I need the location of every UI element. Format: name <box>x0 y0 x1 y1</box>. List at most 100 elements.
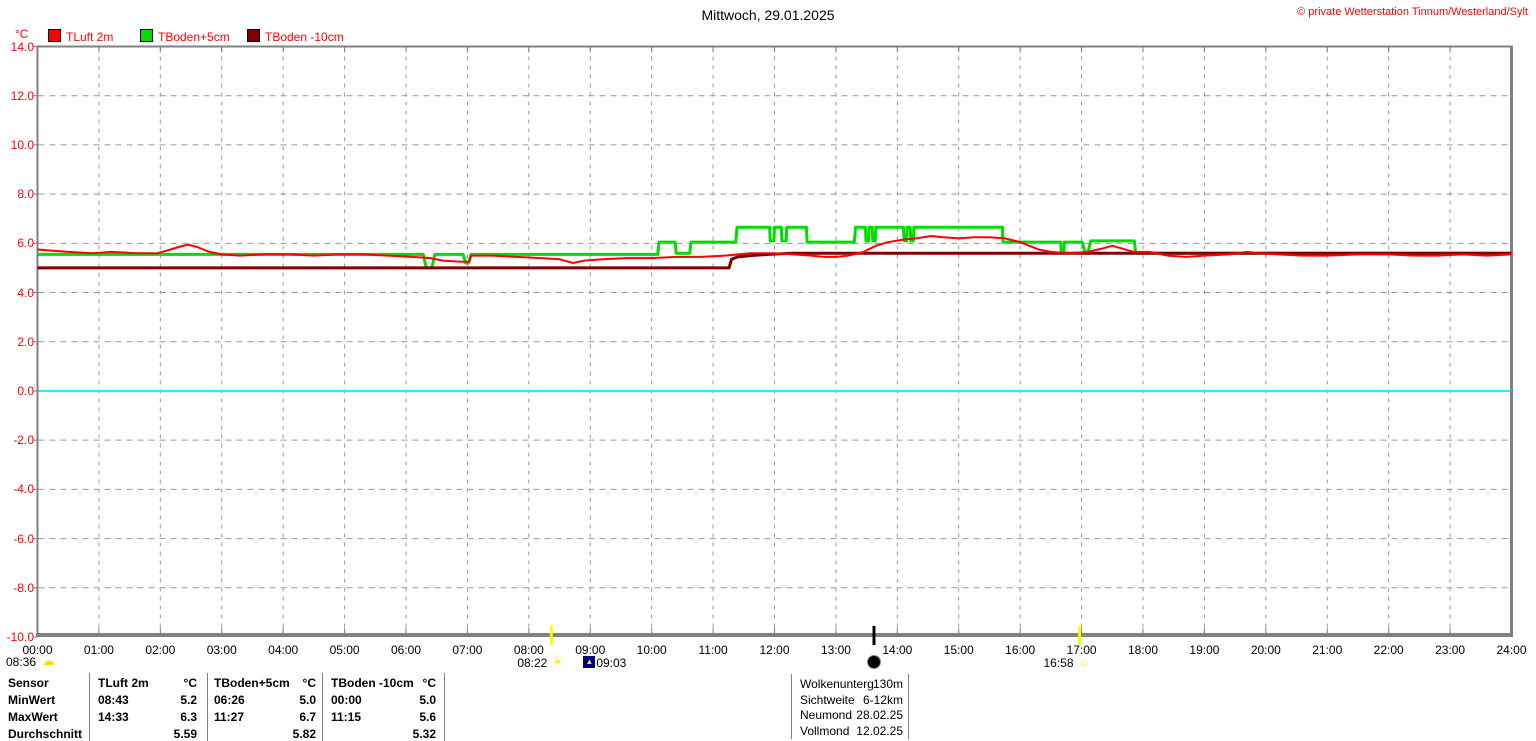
stats-row-header: MinWert <box>8 693 56 707</box>
stats-sensor-unit: °C <box>302 676 316 690</box>
x-tick-label: 11:00 <box>698 643 728 657</box>
stats-max-time: 11:27 <box>214 710 245 724</box>
sunset-time-label: 16:58 <box>1043 656 1074 670</box>
y-tick-label: -10.0 <box>6 630 34 644</box>
x-tick-label: 04:00 <box>268 643 299 657</box>
legend-item-tboden5: TBoden+5cm <box>140 29 230 44</box>
x-tick-label: 22:00 <box>1373 643 1404 657</box>
series-tboden+5cm <box>37 225 1512 270</box>
stats-row-header: MaxWert <box>8 710 58 724</box>
cloud-icon: ☁ <box>42 653 55 668</box>
x-tick-label: 00:00 <box>22 643 53 657</box>
x-tick-label: 05:00 <box>329 643 360 657</box>
x-tick-label: 19:00 <box>1189 643 1220 657</box>
stats-max-value: 6.7 <box>299 710 316 724</box>
x-tick-label: 03:00 <box>206 643 237 657</box>
stats-row-header: Sensor <box>8 676 49 690</box>
y-tick-label: -6.0 <box>13 531 34 546</box>
stats-column-divider <box>444 673 445 741</box>
x-tick-label: 16:00 <box>1005 643 1036 657</box>
x-tick-label: 20:00 <box>1250 643 1281 657</box>
moonrise-time-label: 09:03 <box>596 656 627 670</box>
stats-max-time: 14:33 <box>98 710 129 724</box>
legend-label-tboden10: TBoden -10cm <box>265 30 344 44</box>
x-tick-label: 06:00 <box>390 643 422 657</box>
x-tick-label: 09:00 <box>575 643 606 657</box>
sun-icon: ☀ <box>552 655 564 669</box>
info-value: 6-12km <box>862 692 903 707</box>
stats-sensor-name: TLuft 2m <box>98 676 149 690</box>
stats-max-value: 6.3 <box>180 710 197 724</box>
x-tick-label: 10:00 <box>636 643 667 657</box>
series-tluft-2m <box>37 235 1512 264</box>
y-tick-label: 10.0 <box>10 137 34 152</box>
copyright-text: © private Wetterstation Tinnum/Westerlan… <box>1297 6 1528 18</box>
x-tick-label: 02:00 <box>145 643 176 657</box>
page-title: Mittwoch, 29.01.2025 <box>701 7 835 23</box>
stats-row-header: Durchschnitt <box>8 727 83 741</box>
legend-item-tboden10: TBoden -10cm <box>247 29 344 44</box>
legend-item-tluft: TLuft 2m <box>48 29 114 44</box>
y-tick-label: 0.0 <box>17 383 34 398</box>
stats-sensor-unit: °C <box>422 676 436 690</box>
y-tick-label: 6.0 <box>17 236 34 251</box>
stats-sensor-name: TBoden+5cm <box>214 676 290 690</box>
stats-sensor-unit: °C <box>183 676 197 690</box>
tboden5-swatch-icon <box>140 29 153 42</box>
y-tick-label: 4.0 <box>17 285 34 300</box>
info-label: Wolkenunterg <box>800 677 874 691</box>
stats-sensor-name: TBoden -10cm <box>331 676 414 690</box>
stats-min-value: 5.0 <box>419 693 436 707</box>
x-tick-label: 14:00 <box>882 643 913 657</box>
info-value: 12.02.25 <box>856 723 903 738</box>
info-label: Vollmond <box>800 723 850 738</box>
y-tick-label: 2.0 <box>17 334 34 349</box>
stats-min-time: 08:43 <box>98 693 129 707</box>
sunset-icon: ☼ <box>1078 654 1091 669</box>
new-moon-icon <box>866 655 881 669</box>
stats-max-time: 11:15 <box>331 710 362 724</box>
y-tick-label: 14.0 <box>10 39 34 54</box>
x-tick-label: 12:00 <box>759 643 790 657</box>
dawn-time-label: 08:36 <box>6 655 37 669</box>
x-tick-label: 15:00 <box>943 643 974 657</box>
stats-min-time: 06:26 <box>214 693 245 707</box>
y-tick-label: 12.0 <box>10 88 34 103</box>
moonrise-icon: ▲ <box>583 656 596 668</box>
stats-min-value: 5.2 <box>180 693 197 707</box>
tboden10-swatch-icon <box>247 29 260 42</box>
x-tick-label: 17:00 <box>1066 643 1097 657</box>
y-tick-label: -2.0 <box>13 433 34 448</box>
stats-column-divider <box>322 673 323 741</box>
x-tick-label: 13:00 <box>820 643 851 657</box>
info-label: Neumond <box>800 708 853 722</box>
tluft-swatch-icon <box>48 29 61 42</box>
info-value: 28.02.25 <box>856 708 903 722</box>
stats-min-value: 5.0 <box>299 693 316 707</box>
sunrise-time-label: 08:22 <box>517 656 548 670</box>
stats-column-divider <box>89 673 90 741</box>
stats-min-time: 00:00 <box>331 693 362 707</box>
y-tick-label: -4.0 <box>13 482 34 497</box>
y-tick-label: -8.0 <box>13 580 34 595</box>
x-tick-label: 01:00 <box>83 643 114 657</box>
info-label: Sichtweite <box>800 692 855 707</box>
stats-avg-value: 5.32 <box>412 727 436 741</box>
stats-avg-value: 5.82 <box>292 727 316 741</box>
x-tick-label: 21:00 <box>1312 643 1343 657</box>
stats-max-value: 5.6 <box>419 710 436 724</box>
y-tick-label: 8.0 <box>17 187 34 202</box>
x-tick-label: 18:00 <box>1127 643 1159 657</box>
x-tick-label: 07:00 <box>452 643 483 657</box>
stats-avg-value: 5.59 <box>173 727 197 741</box>
y-axis-unit-label: °C <box>15 27 29 41</box>
stats-column-divider <box>207 673 208 741</box>
info-block-border <box>791 674 792 739</box>
x-tick-label: 24:00 <box>1496 643 1527 657</box>
legend-label-tboden5: TBoden+5cm <box>158 30 230 44</box>
info-block-border <box>908 674 909 739</box>
legend-label-tluft: TLuft 2m <box>66 30 114 44</box>
